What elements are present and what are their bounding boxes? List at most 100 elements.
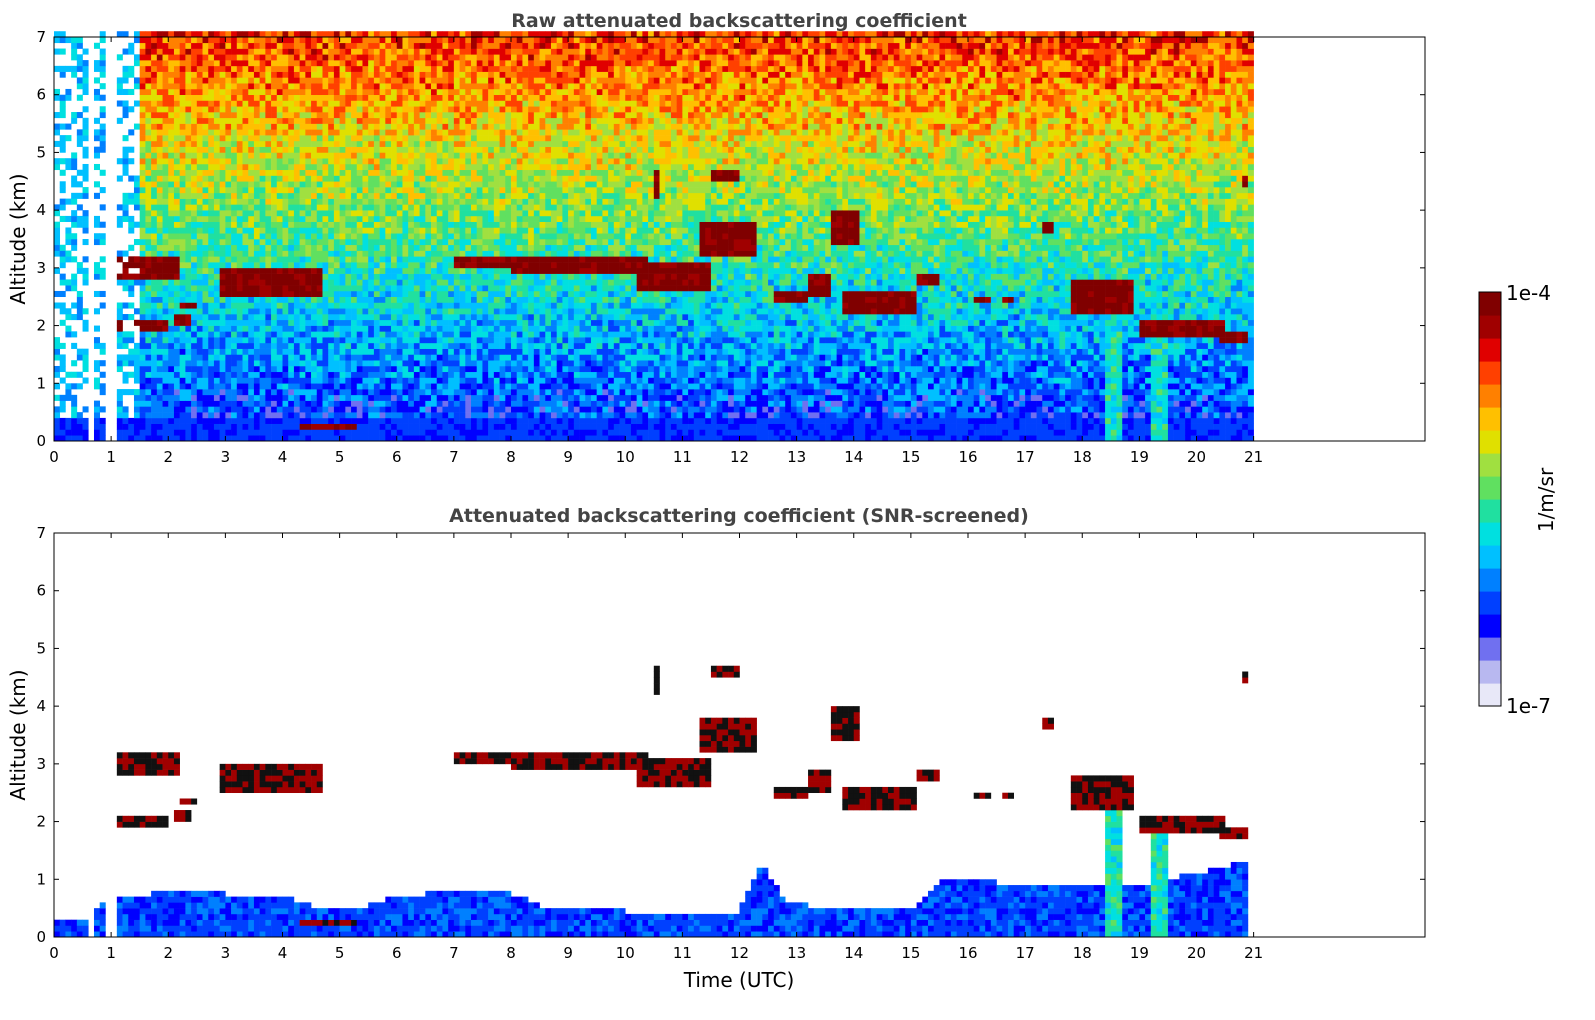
heatmap-cell [196,169,203,176]
heatmap-cell [173,302,180,309]
heatmap-cell [493,117,500,124]
heatmap-cell [476,244,483,251]
heatmap-cell [413,233,420,240]
heatmap-cell [59,181,66,188]
heatmap-cell [139,371,146,378]
heatmap-cell [385,221,392,228]
heatmap-cell [145,54,152,61]
heatmap-cell [488,360,495,367]
heatmap-cell [431,204,438,211]
heatmap-cell [242,215,249,222]
heatmap-cell [54,227,61,234]
heatmap-cell [442,129,449,136]
heatmap-cell [368,308,375,315]
heatmap-cell [322,331,329,338]
heatmap-cell [328,192,335,199]
heatmap-cell [293,204,300,211]
heatmap-cell [271,192,278,199]
heatmap-cell [448,319,455,326]
heatmap-cell [202,354,209,361]
heatmap-cell [151,60,158,67]
heatmap-cell [391,383,398,390]
heatmap-cell [425,112,432,119]
heatmap-cell [54,37,61,44]
heatmap-cell [499,227,506,234]
heatmap-cell [442,204,449,211]
heatmap-cell [242,365,249,373]
heatmap-cell [59,400,66,407]
heatmap-cell [122,285,129,292]
heatmap-cell [453,360,460,367]
heatmap-cell [379,198,386,205]
heatmap-cell [493,296,500,303]
heatmap-cell [448,215,455,222]
heatmap-cell [339,42,346,49]
heatmap-cell [236,279,243,286]
heatmap-cell [305,250,312,257]
heatmap-cell [448,60,455,67]
heatmap-cell [82,187,89,194]
heatmap-cell [259,187,266,194]
heatmap-cell [402,42,409,49]
heatmap-cell [442,383,449,390]
heatmap-cell [242,244,249,251]
heatmap-cell [442,394,449,401]
heatmap-cell [311,302,318,309]
heatmap-cell [156,83,163,90]
heatmap-cell [368,371,375,378]
heatmap-cell [99,65,106,72]
heatmap-cell [265,112,272,119]
heatmap-cell [162,77,169,84]
heatmap-cell [288,319,295,326]
heatmap-cell [356,42,363,49]
heatmap-cell [493,406,500,413]
heatmap-cell [179,256,186,263]
heatmap-cell [271,394,278,401]
heatmap-cell [65,256,72,263]
heatmap-cell [465,406,472,413]
heatmap-cell [368,290,375,298]
heatmap-cell [156,77,163,84]
heatmap-cell [488,239,495,246]
heatmap-cell [471,117,478,124]
heatmap-cell [151,198,158,205]
heatmap-cell [65,423,72,430]
heatmap-cell [408,302,415,309]
heatmap-cell [316,267,323,274]
heatmap-cell [231,435,238,442]
heatmap-cell [151,140,158,147]
heatmap-cell [213,262,220,269]
heatmap-cell [168,31,175,38]
heatmap-cell [231,314,238,321]
heatmap-cell [396,175,403,182]
heatmap-cell [242,429,249,436]
heatmap-cell [419,371,426,378]
heatmap-cell [493,435,500,442]
heatmap-cell [345,331,352,338]
heatmap-cell [202,325,209,332]
heatmap-cell [59,273,66,280]
heatmap-cell [179,37,186,44]
heatmap-cell [231,337,238,344]
heatmap-cell [413,163,420,171]
heatmap-cell [162,262,169,269]
heatmap-cell [396,250,403,257]
heatmap-cell [156,54,163,61]
heatmap-cell [368,54,375,61]
heatmap-cell [248,146,255,153]
heatmap-cell [236,227,243,234]
heatmap-cell [408,187,415,194]
heatmap-cell [185,204,192,211]
heatmap-cell [453,273,460,280]
heatmap-cell [402,354,409,361]
heatmap-cell [54,383,61,390]
heatmap-cell [54,342,61,349]
heatmap-cell [328,112,335,119]
heatmap-cell [162,250,169,257]
heatmap-cell [293,417,300,424]
heatmap-cell [425,279,432,286]
heatmap-cell [213,267,220,274]
heatmap-cell [133,77,140,84]
heatmap-cell [453,187,460,194]
heatmap-cell [236,319,243,326]
